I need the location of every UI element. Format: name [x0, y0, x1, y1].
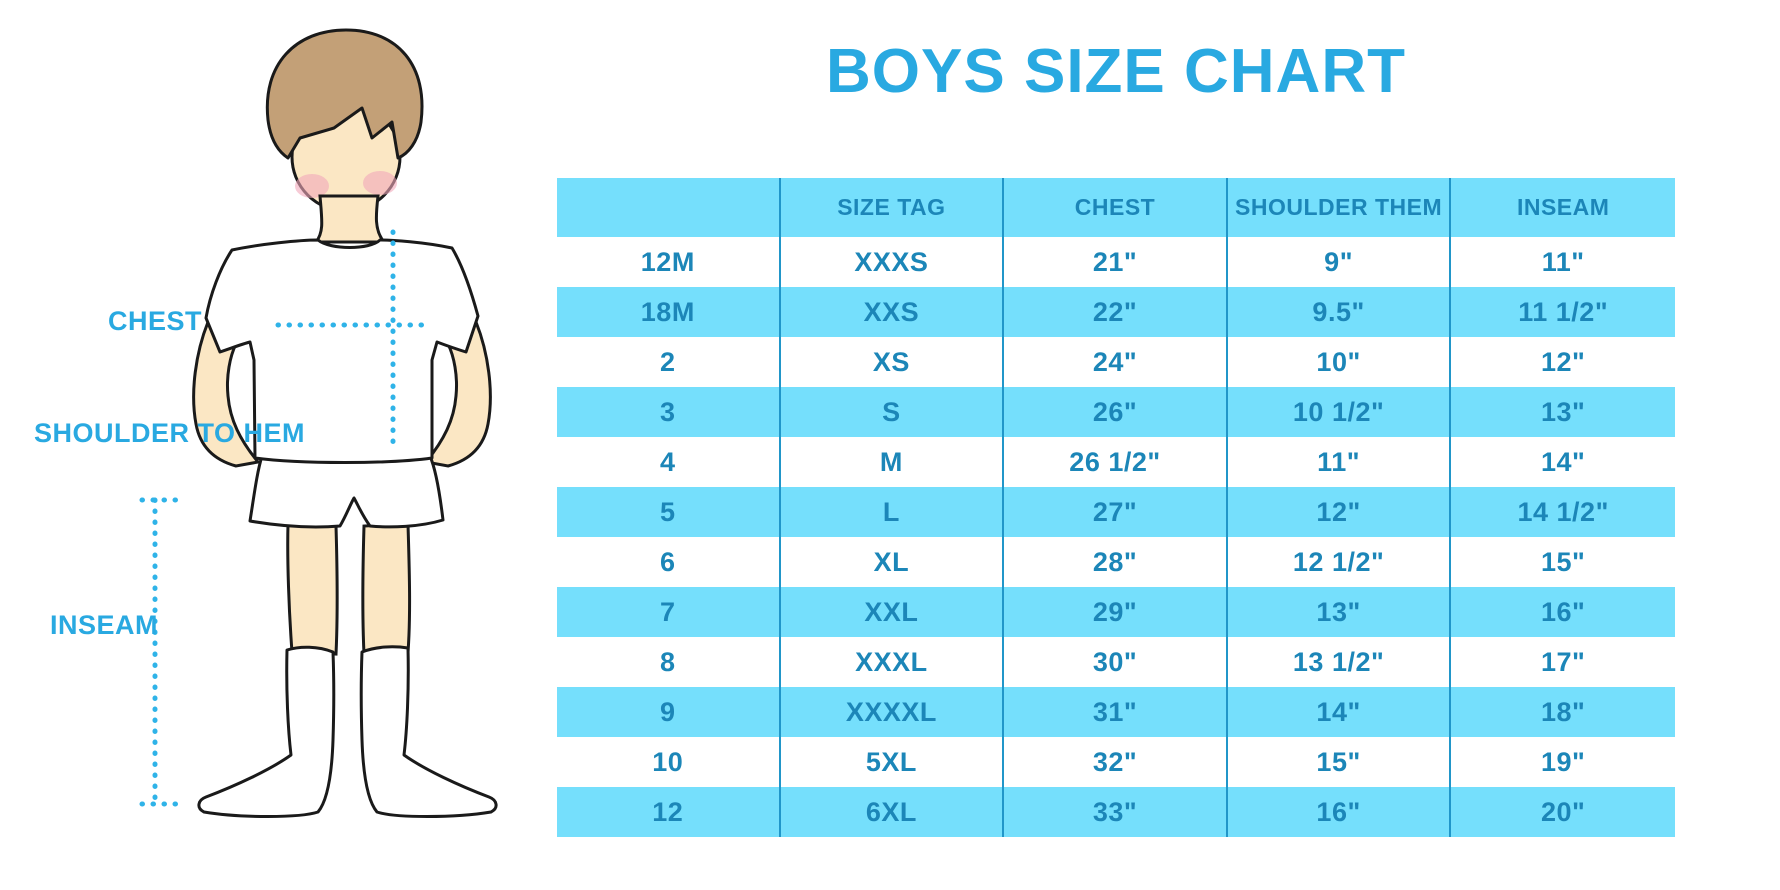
- table-row: 12M XXXS 21" 9" 11": [557, 237, 1675, 287]
- page-title: BOYS SIZE CHART: [826, 37, 1406, 106]
- cell-size: 8: [557, 637, 781, 687]
- cell-chest: 30": [1004, 637, 1228, 687]
- cell-inseam: 14 1/2": [1517, 496, 1609, 527]
- blush-right: [363, 171, 397, 195]
- cell-size: 9: [557, 687, 781, 737]
- cell-shoulder: 10 1/2": [1228, 387, 1452, 437]
- header-cell-chest: CHEST: [1004, 178, 1228, 237]
- cell-size-tag: M: [781, 437, 1005, 487]
- cell-shoulder: 9": [1228, 237, 1452, 287]
- cell-size-tag: XXXXL: [781, 687, 1005, 737]
- cell-shoulder: 9.5": [1228, 287, 1452, 337]
- size-chart-table: SIZE TAG CHEST SHOULDER THEM INSEAM 12M …: [557, 178, 1675, 837]
- cell-chest: 21": [1004, 237, 1228, 287]
- cell-inseam: 13": [1541, 396, 1586, 427]
- cell-size-tag: XXXL: [781, 637, 1005, 687]
- cell-inseam: 20": [1541, 796, 1586, 827]
- header-cell-shoulder-them: SHOULDER THEM: [1228, 178, 1452, 237]
- cell-size: 12M: [557, 237, 781, 287]
- cell-inseam: 18": [1541, 696, 1586, 727]
- table-row: 8 XXXL 30" 13 1/2" 17": [557, 637, 1675, 687]
- cell-size: 4: [557, 437, 781, 487]
- cell-size: 3: [557, 387, 781, 437]
- cell-chest: 33": [1004, 787, 1228, 837]
- cell-shoulder: 16": [1228, 787, 1452, 837]
- cell-chest: 29": [1004, 587, 1228, 637]
- cell-size-tag: XS: [781, 337, 1005, 387]
- cell-shoulder: 11": [1228, 437, 1452, 487]
- table-row: 2 XS 24" 10" 12": [557, 337, 1675, 387]
- boy-illustration: [139, 28, 498, 818]
- table-row: 5 L 27" 12" 14 1/2": [557, 487, 1675, 537]
- cell-shoulder: 15": [1228, 737, 1452, 787]
- cell-chest: 28": [1004, 537, 1228, 587]
- cell-inseam: 11 1/2": [1518, 296, 1609, 327]
- cell-size-tag: L: [781, 487, 1005, 537]
- cell-size-tag: S: [781, 387, 1005, 437]
- right-leg: [361, 522, 412, 656]
- shorts: [248, 454, 445, 529]
- left-sock: [197, 645, 336, 818]
- cell-chest: 22": [1004, 287, 1228, 337]
- cell-chest: 32": [1004, 737, 1228, 787]
- cell-shoulder: 12": [1228, 487, 1452, 537]
- cell-size: 7: [557, 587, 781, 637]
- cell-inseam: 17": [1541, 646, 1586, 677]
- chest-label: CHEST: [108, 306, 203, 336]
- cell-size: 5: [557, 487, 781, 537]
- table-row: 10 5XL 32" 15" 19": [557, 737, 1675, 787]
- cell-chest: 26 1/2": [1004, 437, 1228, 487]
- header-cell-inseam: INSEAM: [1516, 194, 1610, 220]
- table-row: 3 S 26" 10 1/2" 13": [557, 387, 1675, 437]
- cell-chest: 27": [1004, 487, 1228, 537]
- table-row: 7 XXL 29" 13" 16": [557, 587, 1675, 637]
- cell-inseam: 19": [1541, 746, 1586, 777]
- table-row: 12 6XL 33" 16" 20": [557, 787, 1675, 837]
- header-cell-blank: [557, 178, 781, 237]
- cell-shoulder: 10": [1228, 337, 1452, 387]
- cell-inseam: 16": [1541, 596, 1586, 627]
- cell-chest: 26": [1004, 387, 1228, 437]
- cell-chest: 31": [1004, 687, 1228, 737]
- table-row: 18M XXS 22" 9.5" 11 1/2": [557, 287, 1675, 337]
- right-sock: [359, 645, 498, 818]
- blush-left: [295, 174, 329, 198]
- cell-size-tag: XXS: [781, 287, 1005, 337]
- table-row: 4 M 26 1/2" 11" 14": [557, 437, 1675, 487]
- cell-inseam: 14": [1541, 446, 1586, 477]
- hair: [265, 28, 424, 160]
- table-row: 9 XXXXL 31" 14" 18": [557, 687, 1675, 737]
- cell-inseam: 12": [1541, 346, 1586, 377]
- cell-size-tag: 5XL: [781, 737, 1005, 787]
- cell-inseam: 11": [1541, 246, 1585, 277]
- cell-chest: 24": [1004, 337, 1228, 387]
- cell-shoulder: 13": [1228, 587, 1452, 637]
- left-leg: [286, 522, 339, 656]
- cell-size: 6: [557, 537, 781, 587]
- cell-size: 2: [557, 337, 781, 387]
- header-cell-size-tag: SIZE TAG: [781, 178, 1005, 237]
- cell-inseam: 15": [1541, 546, 1586, 577]
- t-shirt: [204, 238, 480, 464]
- cell-size: 18M: [557, 287, 781, 337]
- cell-size-tag: XXXS: [781, 237, 1005, 287]
- table-row: 6 XL 28" 12 1/2" 15": [557, 537, 1675, 587]
- cell-size: 12: [557, 787, 781, 837]
- cell-size: 10: [557, 737, 781, 787]
- cell-size-tag: 6XL: [781, 787, 1005, 837]
- neck: [312, 194, 388, 244]
- shoulder-to-hem-label: SHOULDER TO HEM: [34, 418, 306, 448]
- cell-size-tag: XL: [781, 537, 1005, 587]
- cell-shoulder: 12 1/2": [1228, 537, 1452, 587]
- table-header-row: SIZE TAG CHEST SHOULDER THEM INSEAM: [557, 178, 1675, 237]
- cell-shoulder: 13 1/2": [1228, 637, 1452, 687]
- cell-size-tag: XXL: [781, 587, 1005, 637]
- left-arm: [192, 319, 261, 468]
- cell-shoulder: 14": [1228, 687, 1452, 737]
- right-arm: [423, 319, 492, 468]
- inseam-label: INSEAM: [50, 610, 159, 640]
